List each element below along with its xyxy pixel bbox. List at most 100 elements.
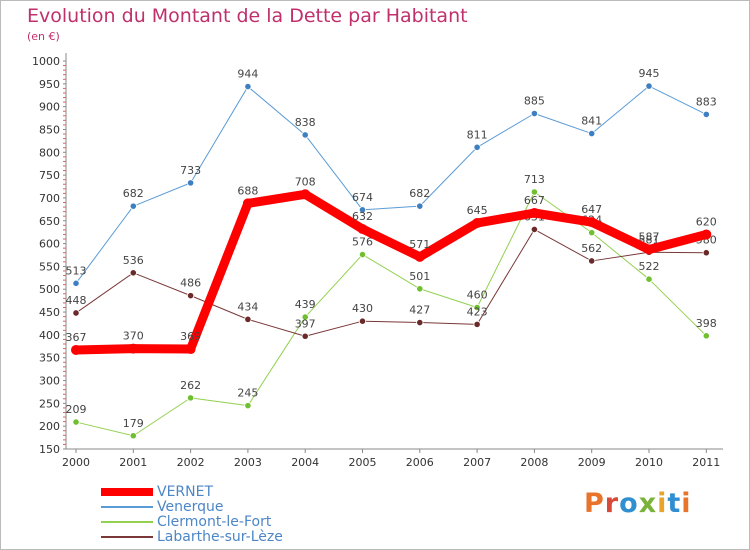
data-label: 841 bbox=[581, 115, 602, 128]
data-label: 632 bbox=[352, 210, 373, 223]
data-label: 647 bbox=[581, 203, 602, 216]
data-label: 838 bbox=[295, 116, 316, 129]
x-tick-label: 2010 bbox=[635, 456, 663, 469]
legend-label: VERNET bbox=[157, 484, 214, 500]
y-tick-label: 450 bbox=[39, 306, 60, 319]
data-point bbox=[473, 143, 481, 151]
logo-letter: i bbox=[657, 488, 668, 519]
data-point bbox=[645, 82, 653, 90]
data-point bbox=[72, 309, 80, 317]
y-tick-label: 750 bbox=[39, 169, 60, 182]
y-tick-label: 650 bbox=[39, 215, 60, 228]
data-point bbox=[129, 202, 137, 210]
data-label: 682 bbox=[123, 187, 144, 200]
legend-label: Clermont-le-Fort bbox=[157, 514, 272, 530]
data-label: 209 bbox=[66, 403, 87, 416]
data-label: 944 bbox=[237, 68, 258, 81]
data-point bbox=[129, 269, 137, 277]
data-label: 645 bbox=[467, 204, 488, 217]
data-label: 367 bbox=[66, 331, 87, 344]
data-point bbox=[586, 217, 597, 228]
data-label: 369 bbox=[180, 330, 201, 343]
data-point bbox=[358, 206, 367, 214]
x-tick-label: 2000 bbox=[62, 456, 90, 469]
x-tick-label: 2011 bbox=[692, 456, 720, 469]
data-point bbox=[242, 198, 253, 209]
data-point bbox=[588, 129, 596, 138]
y-tick-label: 1000 bbox=[32, 55, 60, 68]
data-label: 576 bbox=[352, 236, 373, 249]
legend-swatch bbox=[101, 488, 153, 496]
data-point bbox=[358, 250, 367, 259]
y-tick-label: 200 bbox=[39, 420, 60, 433]
y-tick-label: 600 bbox=[39, 238, 60, 251]
data-label: 262 bbox=[180, 379, 201, 392]
data-point bbox=[357, 223, 368, 234]
y-tick-label: 800 bbox=[39, 146, 60, 159]
data-point bbox=[588, 257, 596, 265]
data-label: 811 bbox=[467, 128, 488, 141]
y-tick-label: 350 bbox=[39, 352, 60, 365]
data-point bbox=[644, 244, 654, 255]
data-point bbox=[702, 249, 710, 257]
logo-letter: i bbox=[681, 488, 692, 519]
data-point bbox=[358, 317, 367, 325]
data-label: 536 bbox=[123, 254, 144, 267]
data-point bbox=[185, 344, 196, 355]
logo-letter: P bbox=[584, 488, 605, 519]
data-label: 448 bbox=[66, 294, 87, 307]
x-tick-label: 2008 bbox=[520, 456, 548, 469]
data-point bbox=[71, 344, 81, 355]
data-label: 398 bbox=[696, 317, 717, 330]
data-point bbox=[72, 418, 80, 426]
data-point bbox=[701, 229, 712, 240]
data-label: 430 bbox=[352, 302, 373, 315]
x-tick-label: 2003 bbox=[234, 456, 262, 469]
data-point bbox=[129, 432, 137, 440]
data-label: 713 bbox=[524, 173, 545, 186]
data-point bbox=[301, 313, 309, 321]
y-tick-label: 400 bbox=[39, 329, 60, 342]
data-label: 522 bbox=[639, 260, 660, 273]
y-tick-label: 550 bbox=[39, 260, 60, 273]
x-tick-label: 2009 bbox=[578, 456, 606, 469]
data-point bbox=[187, 394, 195, 402]
data-label: 883 bbox=[696, 95, 717, 108]
data-point bbox=[530, 109, 539, 118]
data-label: 460 bbox=[467, 288, 488, 301]
data-label: 885 bbox=[524, 94, 545, 107]
data-point bbox=[244, 315, 252, 323]
x-tick-label: 2007 bbox=[463, 456, 491, 469]
chart-title: Evolution du Montant de la Dette par Hab… bbox=[27, 5, 468, 27]
series-line bbox=[75, 228, 707, 337]
series-line bbox=[75, 191, 707, 437]
x-tick-label: 2002 bbox=[177, 456, 205, 469]
data-point bbox=[472, 218, 483, 229]
x-tick-label: 2004 bbox=[291, 456, 319, 469]
data-point bbox=[416, 285, 424, 293]
data-point bbox=[702, 110, 710, 119]
data-point bbox=[72, 279, 80, 287]
data-label: 486 bbox=[180, 277, 201, 290]
data-label: 427 bbox=[409, 304, 430, 317]
data-label: 434 bbox=[237, 300, 258, 313]
data-point bbox=[530, 225, 539, 234]
y-tick-label: 900 bbox=[39, 101, 60, 114]
x-tick-label: 2001 bbox=[119, 456, 147, 469]
data-point bbox=[473, 303, 481, 312]
series-line bbox=[71, 189, 711, 355]
data-label: 370 bbox=[123, 330, 144, 343]
y-tick-label: 150 bbox=[39, 443, 60, 456]
data-point bbox=[414, 251, 425, 262]
data-label: 674 bbox=[352, 191, 373, 204]
data-point bbox=[416, 318, 424, 327]
legend-swatch bbox=[101, 521, 153, 523]
chart-subtitle: (en €) bbox=[27, 30, 60, 43]
series-line bbox=[75, 85, 707, 284]
data-point bbox=[128, 343, 139, 354]
data-point bbox=[702, 332, 710, 340]
data-point bbox=[588, 229, 596, 237]
data-label: 945 bbox=[639, 67, 660, 80]
